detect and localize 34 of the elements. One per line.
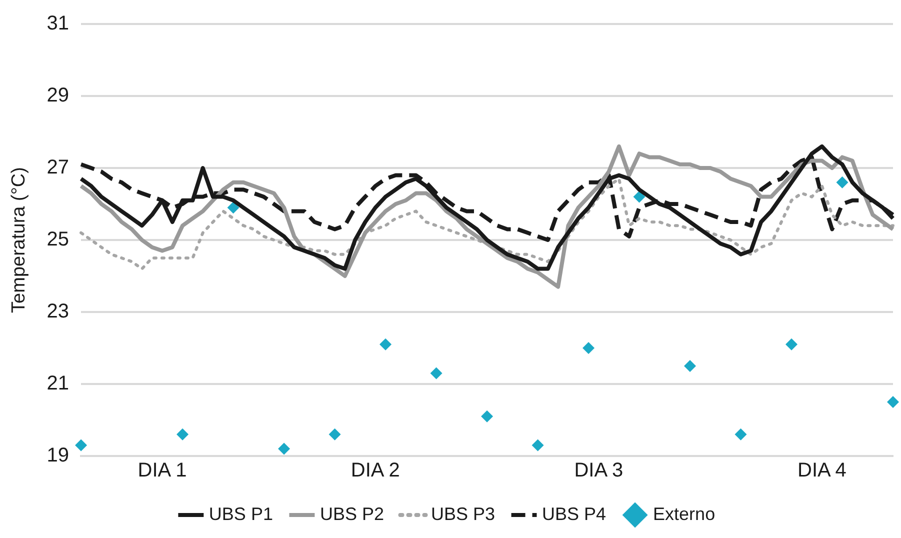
x-tick-label: DIA 4 — [797, 460, 846, 482]
y-tick-label: 27 — [46, 156, 70, 179]
point — [684, 360, 696, 372]
point — [278, 442, 290, 455]
y-axis-title: Temperatura (°C) — [8, 167, 30, 313]
point — [430, 367, 442, 380]
point — [836, 176, 848, 188]
y-tick-label: 19 — [46, 444, 70, 467]
legend-label: Externo — [653, 504, 716, 524]
point — [532, 439, 544, 452]
point — [633, 190, 646, 203]
point — [227, 202, 240, 214]
point — [380, 338, 392, 350]
point — [786, 338, 798, 350]
point — [328, 428, 341, 440]
legend-label: UBS P2 — [320, 504, 384, 524]
x-tick-label: DIA 2 — [350, 460, 400, 482]
legend-label: UBS P1 — [208, 504, 273, 524]
line-series — [80, 177, 894, 270]
y-tick-label: 29 — [46, 84, 70, 107]
y-tick-label: 21 — [46, 372, 70, 395]
x-tick-label: DIA 3 — [574, 460, 624, 482]
point — [176, 428, 189, 440]
legend-label: UBS P4 — [542, 504, 606, 524]
legend-label: UBS P3 — [430, 504, 496, 524]
point — [582, 342, 595, 354]
y-tick-label: 25 — [46, 228, 70, 251]
point — [75, 439, 88, 452]
point — [887, 396, 899, 408]
point — [734, 428, 747, 440]
point — [481, 410, 494, 422]
x-tick-label: DIA 1 — [138, 460, 187, 482]
y-tick-label: 31 — [46, 12, 70, 35]
y-tick-label: 23 — [46, 300, 70, 323]
